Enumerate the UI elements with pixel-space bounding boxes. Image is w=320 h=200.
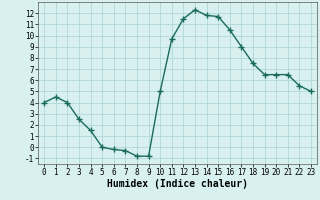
X-axis label: Humidex (Indice chaleur): Humidex (Indice chaleur)	[107, 179, 248, 189]
